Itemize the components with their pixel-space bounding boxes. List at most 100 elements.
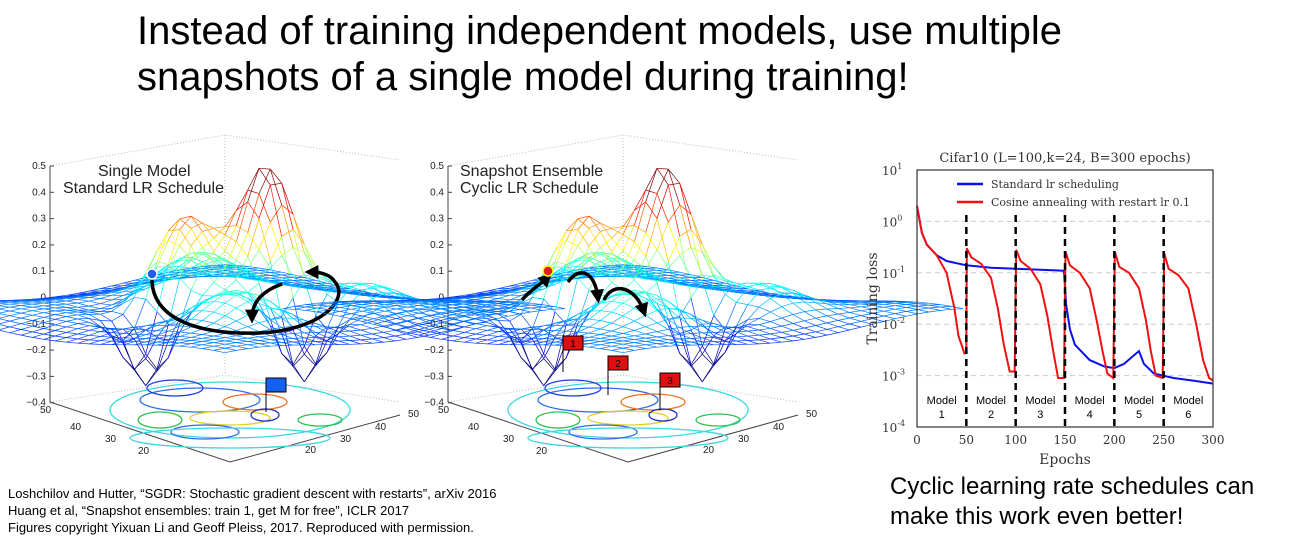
surface-mesh-line [350,318,363,322]
surface-mesh-line [281,284,294,287]
surface-mesh-line [940,304,952,307]
surface-mesh-line [372,327,384,333]
surface-mesh-line [407,323,420,328]
surface-mesh-line [622,260,635,270]
surface-mesh-line [338,326,350,328]
surface-mesh-line [474,315,486,319]
surface-mesh-line [600,265,612,273]
chart-title: Cifar10 (L=100,k=24, B=300 epochs) [939,151,1190,166]
surface-mesh-line [532,329,544,331]
surface-mesh-line [190,222,203,229]
surface-mesh-line [20,325,33,330]
surface-mesh-line [190,265,203,273]
surface-mesh-line [258,272,271,276]
surface-mesh-line [247,269,260,278]
surface-mesh-line [43,324,56,329]
surface-mesh-line [588,336,601,339]
surface-mesh-line [554,261,567,265]
surface-mesh-line [32,314,44,318]
surface-mesh-line [509,291,522,294]
surface-mesh-line [600,268,612,272]
surface-mesh-line [464,338,476,343]
surface-mesh-line [292,214,305,245]
surface-mesh-line [168,218,180,232]
surface-mesh-line [281,228,294,237]
surface-mesh-line [792,314,805,322]
surface-mesh-line [452,340,465,343]
surface-mesh-line [611,345,624,349]
surface-mesh-line [530,304,543,306]
surface-mesh-line [588,346,601,349]
surface-mesh-line [815,302,828,310]
surface-mesh-line [622,347,635,351]
surface-mesh-line [770,283,782,289]
surface-mesh-line [66,318,78,322]
surface-mesh-line [0,326,10,330]
surface-mesh-line [292,284,305,286]
y-tick-exponent: -3 [897,368,905,377]
surface-mesh-line [713,341,726,346]
surface-mesh-line [713,335,726,342]
surface-mesh-line [452,309,465,312]
surface-mesh-line [224,267,237,280]
surface-mesh-line [32,302,44,305]
surface-mesh-line [179,336,192,341]
surface-mesh-line [849,315,862,319]
surface-mesh-line [532,338,544,343]
surface-mesh-line [430,297,442,300]
surface-mesh-line [224,260,237,266]
surface-mesh-line [611,289,624,297]
surface-mesh-line [43,305,56,309]
surface-mesh-line [236,337,248,340]
surface-mesh-line [247,337,260,341]
surface-mesh-line [498,290,510,294]
surface-mesh-line [668,168,680,184]
surface-mesh-line [486,288,499,292]
surface-mesh-line [724,287,737,292]
surface-mesh-line [0,300,10,302]
surface-mesh-line [486,305,499,310]
surface-mesh-line [656,343,669,347]
surface-mesh-line [645,277,658,281]
x-tick-label: 50 [408,409,420,420]
surface-mesh-line [701,252,715,277]
surface-mesh-line [213,293,226,302]
surface-mesh-line [236,301,248,309]
surface-mesh-line [0,318,10,322]
x-tick-label: 30 [738,434,750,445]
surface-mesh-line [190,337,203,341]
surface-mesh-line [66,300,78,304]
surface-mesh-line [509,282,522,287]
surface-mesh-line [622,295,635,304]
surface-mesh-line [134,325,146,328]
surface-mesh-line [474,303,486,306]
z-tick-label: 0.5 [32,161,46,172]
surface-mesh-line [315,326,328,337]
surface-mesh-line [202,295,214,304]
surface-mesh-line [633,201,647,242]
surface-mesh-line [622,307,635,317]
surface-mesh-line [77,333,90,336]
surface-mesh-line [713,326,726,333]
surface-mesh-line [758,321,771,326]
surface-mesh-line [679,334,692,339]
surface-mesh-line [213,345,226,349]
surface-mesh-line [270,182,282,186]
surface-mesh-line [20,320,33,325]
surface-mesh-line [622,315,635,322]
surface-mesh-line [475,295,488,298]
surface-mesh-line [588,265,601,273]
surface-mesh-line [179,274,192,277]
surface-mesh-line [826,308,839,315]
surface-mesh-line [679,236,692,299]
surface-mesh-line [66,328,78,333]
surface-mesh-line [600,247,612,264]
surface-mesh-line [247,249,260,270]
surface-mesh-line [600,345,612,349]
surface-mesh-line [735,304,749,327]
surface-mesh-line [747,340,760,345]
surface-mesh-line [77,325,90,330]
surface-mesh-line [77,292,90,296]
surface-mesh-line [883,308,896,312]
surface-mesh-line [441,316,454,320]
